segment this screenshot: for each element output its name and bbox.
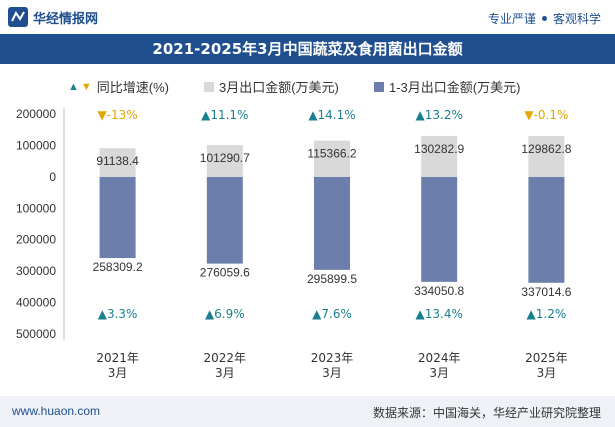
data-label-cumulative: 258309.2 [93, 260, 143, 274]
legend-label-month: 3月出口金额(万美元) [219, 80, 339, 95]
footer-source: 数据来源：中国海关，华经产业研究院整理 [372, 406, 601, 420]
bar-month [421, 135, 458, 177]
legend-item-month: 3月出口金额(万美元) [204, 77, 339, 96]
growth-label-cumulative: ▲6.9% [205, 307, 245, 321]
x-tick-label-month: 3月 [429, 366, 449, 380]
growth-label-cumulative: ▲1.2% [527, 307, 567, 321]
data-label-month: 115366.2 [307, 147, 356, 161]
growth-label-cumulative: ▲3.3% [98, 307, 138, 321]
x-tick-label-month: 3月 [322, 366, 342, 380]
bar-month [99, 148, 136, 177]
huajing-logo-icon [8, 7, 28, 27]
bar-cumulative [206, 176, 243, 264]
chart-legend: ▲ ▼ 同比增速(%) 3月出口金额(万美元) 1-3月出口金额(万美元) [0, 74, 615, 96]
growth-label-cumulative: ▲13.4% [416, 307, 463, 321]
footer: www.huaon.com 数据来源：中国海关，华经产业研究院整理 [0, 396, 615, 427]
growth-label-month: ▼-0.1% [524, 108, 568, 122]
y-tick-label: 100000 [16, 138, 56, 152]
bar-cumulative [528, 176, 565, 283]
growth-label-cumulative: ▲7.6% [312, 307, 352, 321]
bar-month [314, 140, 350, 177]
slogan-right: 客观科学 [552, 12, 601, 26]
y-tick-label: 400000 [16, 296, 56, 310]
bar-cumulative [314, 176, 350, 270]
data-label-cumulative: 334050.8 [414, 284, 464, 298]
legend-swatch-cumulative [374, 81, 384, 92]
y-tick-label: 200000 [16, 233, 56, 247]
data-label-cumulative: 337014.6 [521, 285, 571, 299]
y-tick-label: 300000 [16, 264, 56, 278]
triangle-up-icon: ▲ [68, 80, 79, 93]
data-label-cumulative: 295899.5 [307, 272, 357, 286]
growth-label-month: ▲13.2% [416, 108, 463, 122]
legend-item-cumulative: 1-3月出口金额(万美元) [374, 77, 520, 96]
x-tick-label-year: 2023年 [311, 351, 354, 365]
site-name: 华经情报网 [33, 10, 99, 26]
chart-title: 2021-2025年3月中国蔬菜及食用菌出口金额 [0, 34, 615, 64]
data-label-month: 91138.4 [96, 154, 139, 168]
x-tick-label-year: 2021年 [96, 351, 139, 365]
bar-cumulative [99, 176, 136, 259]
y-tick-label: 0 [49, 170, 56, 184]
data-label-month: 129862.8 [521, 142, 571, 156]
slogan: 专业严谨 客观科学 [488, 10, 601, 27]
x-tick-label-year: 2024年 [418, 351, 461, 365]
y-tick-label: 100000 [16, 201, 56, 215]
brand[interactable]: 华经情报网 [8, 7, 98, 27]
legend-item-growth: ▲ ▼ 同比增速(%) [68, 77, 169, 96]
growth-label-month: ▲14.1% [308, 108, 355, 122]
growth-label-month: ▼-13% [97, 108, 137, 122]
chart-canvas: 200000 100000 0 100000 200000 300000 400000 500… [16, 107, 572, 380]
data-label-month: 101290.7 [200, 151, 250, 165]
y-tick-label: 500000 [16, 327, 56, 341]
growth-label-month: ▲11.1% [201, 108, 248, 122]
x-tick-label-year: 2022年 [204, 351, 247, 365]
data-label-cumulative: 276059.6 [200, 266, 250, 280]
bar-month [528, 136, 565, 177]
footer-website[interactable]: www.huaon.com [12, 404, 101, 418]
x-tick-label-month: 3月 [108, 366, 128, 380]
legend-label-growth: 同比增速(%) [96, 80, 169, 95]
x-tick-label-year: 2025年 [525, 351, 568, 365]
legend-label-cumulative: 1-3月出口金额(万美元) [389, 80, 521, 95]
bar-cumulative [421, 176, 458, 282]
legend-swatch-month [204, 81, 214, 92]
slogan-left: 专业严谨 [487, 12, 536, 26]
top-bar: 华经情报网 专业严谨 客观科学 [0, 0, 615, 34]
data-label-month: 130282.9 [414, 142, 464, 156]
x-tick-label-month: 3月 [537, 366, 557, 380]
slogan-dot-icon [541, 16, 547, 21]
bar-month [206, 145, 243, 177]
triangle-down-icon: ▼ [80, 80, 92, 93]
x-tick-label-month: 3月 [215, 366, 235, 380]
y-tick-label: 200000 [16, 107, 56, 121]
